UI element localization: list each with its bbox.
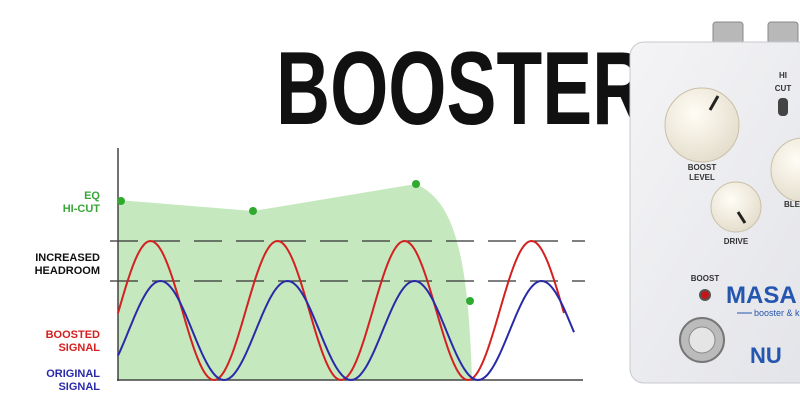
- eq-point: [249, 207, 257, 215]
- signal-graph: [110, 148, 585, 382]
- pedal-label: LEVEL: [689, 173, 715, 182]
- pedal-label: BOOST: [688, 163, 717, 172]
- knob[interactable]: [770, 137, 800, 203]
- pedal-label: DRIVE: [724, 237, 749, 246]
- toggle-switch[interactable]: [778, 98, 788, 116]
- pedal-label: BOOST: [691, 274, 720, 283]
- original-wave: [117, 279, 575, 382]
- logo: NU: [750, 343, 782, 368]
- eq-point: [412, 180, 420, 188]
- eq-point: [117, 197, 125, 205]
- knob-pointer: [708, 95, 720, 111]
- knob[interactable]: [664, 87, 740, 163]
- label-line: BOOSTED: [46, 329, 100, 341]
- pedal-label: BLE: [784, 200, 800, 209]
- knob[interactable]: [710, 181, 762, 233]
- brand: MASA: [726, 282, 797, 309]
- jack: [767, 21, 799, 45]
- label-line: HI-CUT: [63, 203, 101, 215]
- label-line: SIGNAL: [58, 381, 100, 393]
- title: BOOSTER: [276, 31, 646, 147]
- pedal: [629, 21, 800, 384]
- boosted-wave: [117, 239, 565, 382]
- pedal-label: HI: [779, 71, 787, 80]
- pedal-label: CUT: [775, 84, 792, 93]
- label-line: INCREASED: [35, 252, 100, 264]
- led: [699, 289, 711, 301]
- label-line: ORIGINAL: [46, 368, 100, 380]
- label-line: SIGNAL: [58, 342, 100, 354]
- tagline: booster & k: [754, 308, 800, 318]
- label-line: HEADROOM: [35, 265, 100, 277]
- footswitch-cap: [688, 326, 716, 354]
- eq-point: [466, 297, 474, 305]
- label-line: EQ: [84, 190, 100, 202]
- knob-pointer: [736, 211, 747, 224]
- jack: [712, 21, 744, 45]
